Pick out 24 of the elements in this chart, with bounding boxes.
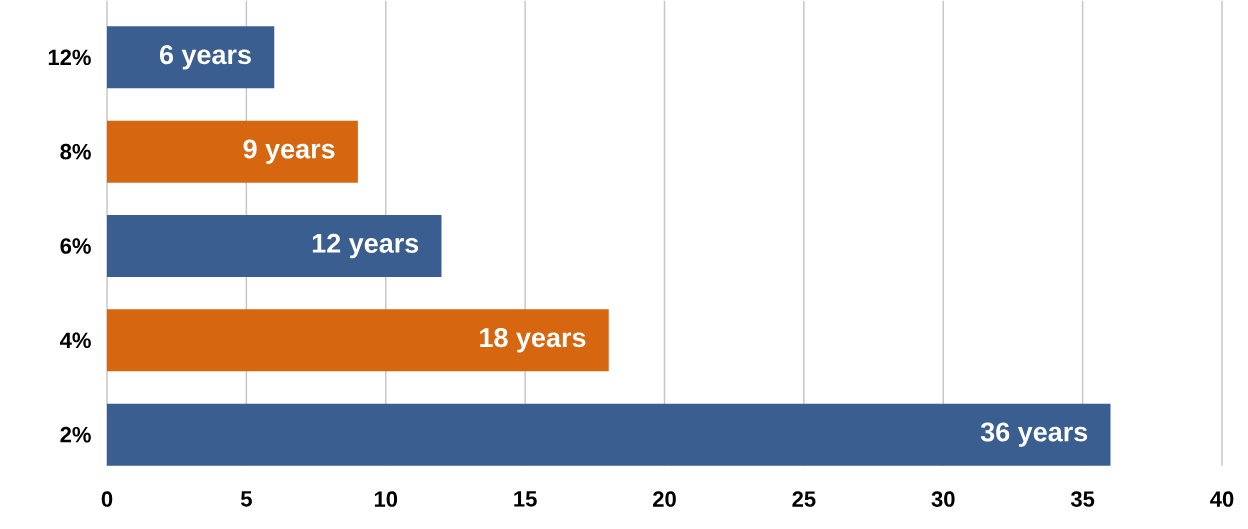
data-label: 12 years [312, 233, 419, 259]
bar [107, 120, 358, 183]
x-tick-label: 5 [240, 491, 252, 507]
y-tick-label: 6% [60, 238, 91, 254]
x-tick-label: 20 [653, 491, 676, 507]
x-tick-label: 25 [792, 491, 816, 507]
x-tick-label: 35 [1070, 491, 1095, 508]
x-tick-label: 15 [514, 491, 537, 507]
x-tick-label: 10 [374, 491, 398, 507]
data-label: 6 years [159, 45, 251, 70]
x-tick-label: 30 [931, 491, 955, 508]
bar [107, 309, 609, 372]
y-tick-label: 4% [60, 332, 91, 349]
bar [107, 215, 442, 278]
y-tick-label: 2% [60, 426, 91, 443]
data-label: 18 years [480, 328, 586, 353]
x-tick-label: 40 [1210, 491, 1234, 507]
y-tick-label: 12% [48, 49, 91, 66]
bar [107, 403, 1111, 466]
x-tick-label: 0 [101, 491, 113, 507]
y-tick-label: 8% [60, 144, 91, 160]
data-label: 36 years [980, 422, 1088, 447]
data-label: 9 years [243, 139, 335, 165]
bar [107, 26, 275, 89]
